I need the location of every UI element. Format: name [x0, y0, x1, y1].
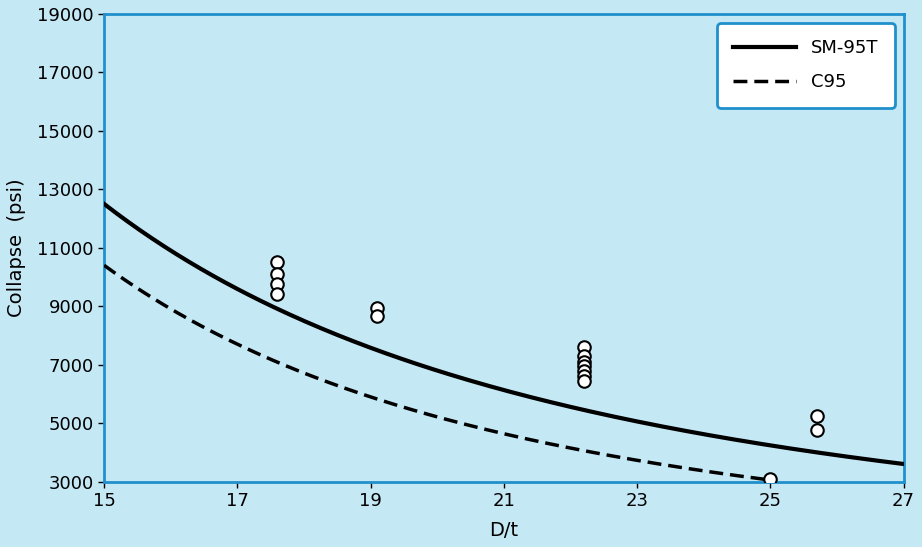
Legend: SM-95T, C95: SM-95T, C95 — [717, 23, 894, 108]
Y-axis label: Collapse  (psi): Collapse (psi) — [7, 178, 26, 317]
X-axis label: D/t: D/t — [490, 521, 518, 540]
